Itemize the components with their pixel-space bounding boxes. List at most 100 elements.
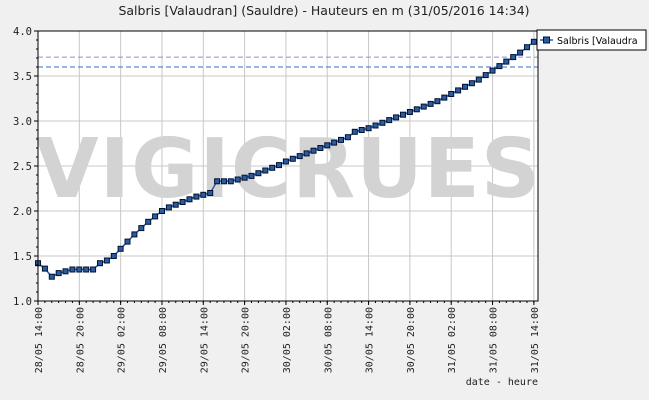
data-point xyxy=(103,257,110,264)
data-point xyxy=(165,204,172,211)
data-point xyxy=(152,213,159,220)
data-point xyxy=(241,174,248,181)
data-point xyxy=(69,266,76,273)
legend: Salbris [Valaudra xyxy=(536,29,647,51)
data-point xyxy=(193,193,200,200)
x-tick-label: 30/05 02:00 xyxy=(282,307,293,373)
x-tick-label: 31/05 08:00 xyxy=(489,307,500,373)
data-point xyxy=(379,119,386,126)
x-tick-label: 29/05 02:00 xyxy=(117,307,128,373)
data-point xyxy=(269,164,276,171)
y-tick-label: 1.0 xyxy=(13,296,32,308)
series-layer xyxy=(35,38,537,280)
data-point xyxy=(207,190,214,196)
data-point xyxy=(482,72,489,79)
data-point xyxy=(303,150,310,157)
x-tick-label: 31/05 02:00 xyxy=(447,307,458,373)
data-point xyxy=(179,199,186,205)
data-point xyxy=(248,172,255,179)
reference-lines xyxy=(38,56,538,68)
data-point xyxy=(200,191,207,198)
data-point xyxy=(372,122,379,129)
data-point xyxy=(496,63,503,70)
data-point xyxy=(110,253,117,259)
data-point xyxy=(317,145,324,151)
data-point xyxy=(475,76,482,83)
y-tick-label: 4.0 xyxy=(13,26,32,38)
x-tick-label: 29/05 08:00 xyxy=(158,307,169,373)
data-point xyxy=(172,201,179,208)
data-point xyxy=(186,196,193,203)
data-point xyxy=(420,103,427,110)
data-point xyxy=(455,87,462,94)
chart-title: Salbris [Valaudran] (Sauldre) - Hauteurs… xyxy=(118,3,529,18)
legend-box xyxy=(536,29,647,51)
data-point xyxy=(331,139,338,146)
data-point xyxy=(351,128,358,135)
data-point xyxy=(41,265,48,272)
data-point xyxy=(214,178,221,185)
data-point xyxy=(138,225,145,232)
data-point xyxy=(289,155,296,162)
data-point xyxy=(468,80,475,87)
x-tick-label: 28/05 14:00 xyxy=(34,307,45,373)
data-point xyxy=(83,266,90,273)
data-point xyxy=(76,266,83,273)
data-point xyxy=(276,162,282,169)
x-tick-label: 29/05 14:00 xyxy=(199,307,210,373)
data-point xyxy=(221,178,227,185)
grid-lines xyxy=(38,31,538,301)
data-point xyxy=(530,38,537,45)
data-point xyxy=(62,268,69,275)
x-tick-label: 31/05 14:00 xyxy=(530,307,541,373)
data-point xyxy=(296,153,303,160)
y-axis: 1.0 1.5 2.0 2.5 3.0 3.5 4.0 xyxy=(13,26,38,308)
data-point xyxy=(131,231,138,238)
data-point xyxy=(413,106,420,113)
legend-series-label: Salbris [Valaudra xyxy=(557,36,638,47)
y-tick-label: 2.5 xyxy=(13,161,32,173)
data-point xyxy=(406,109,413,115)
x-tick-label: 30/05 08:00 xyxy=(323,307,334,373)
x-tick-label: 28/05 20:00 xyxy=(75,307,86,373)
data-point xyxy=(117,245,124,252)
data-point xyxy=(145,218,152,225)
data-point xyxy=(97,260,103,267)
data-point xyxy=(234,176,241,183)
data-point xyxy=(55,270,62,277)
data-point xyxy=(262,167,269,174)
data-point xyxy=(517,49,524,56)
y-tick-label: 2.0 xyxy=(13,206,32,218)
data-point xyxy=(227,178,234,185)
x-tick-label: 30/05 20:00 xyxy=(406,307,417,373)
data-point xyxy=(434,98,441,105)
data-point xyxy=(427,100,434,107)
data-point xyxy=(358,127,365,133)
data-point xyxy=(159,208,165,214)
data-point xyxy=(462,83,468,90)
data-point xyxy=(524,44,530,51)
data-point xyxy=(310,147,317,154)
data-point xyxy=(393,114,400,121)
x-axis: 28/05 14:00 28/05 20:00 29/05 02:00 29/05 0… xyxy=(34,301,541,373)
data-point xyxy=(400,111,406,118)
data-point xyxy=(90,266,97,273)
data-point xyxy=(338,136,344,143)
data-point xyxy=(124,238,131,245)
data-point xyxy=(503,58,510,65)
x-axis-label: date - heure xyxy=(466,377,538,388)
data-point xyxy=(324,142,331,149)
data-point xyxy=(365,125,372,132)
y-tick-label: 3.0 xyxy=(13,116,32,128)
data-point xyxy=(441,94,448,101)
legend-marker-swatch xyxy=(543,36,550,44)
vigicrues-watermark: VIGICRUES xyxy=(35,122,541,217)
x-tick-label: 30/05 14:00 xyxy=(365,307,376,373)
data-point xyxy=(344,134,351,141)
data-point xyxy=(448,91,455,97)
y-tick-label: 1.5 xyxy=(13,251,32,263)
x-tick-label: 29/05 20:00 xyxy=(241,307,252,373)
data-point xyxy=(510,54,517,61)
data-point xyxy=(282,158,289,165)
